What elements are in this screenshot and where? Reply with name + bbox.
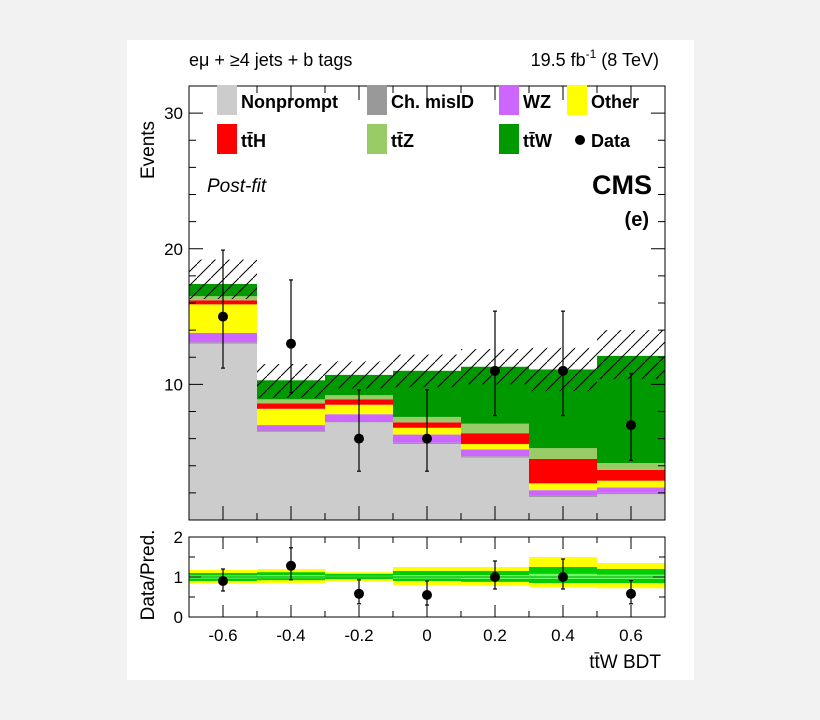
legend-swatch-5 [367,124,387,154]
bar-tth-1 [257,403,325,409]
legend-label-0: Nonprompt [241,92,338,112]
legend-label-7: Data [591,131,631,151]
data-point-6 [626,420,636,431]
legend-label-2: WZ [523,92,551,112]
legend-swatch-2 [499,85,519,115]
ratio-points [218,547,636,606]
legend-label-6: tt̄W [523,131,552,151]
bar-ttz-1 [257,399,325,404]
bar-chmisid-1 [257,430,325,432]
top-axes: 10 20 30 [164,85,666,521]
ratio-point-5 [558,572,568,582]
legend-label-5: tt̄Z [391,131,414,151]
unc-band-2 [325,361,393,389]
legend: Nonprompt Ch. misID WZ Other tt̄H tt̄Z tt̄W Dat… [217,85,639,154]
ratio-point-0 [218,576,228,586]
legend-swatch-1 [367,85,387,115]
bar-chmisid-5 [529,495,597,497]
bar-nonprompt-0 [189,343,257,520]
ratio-axes: 0 1 2 -0.6 -0.4 -0.2 0 0.2 0.4 0.6 [174,528,666,645]
data-point-2 [354,433,364,444]
x-axis-label: tt̄W BDT [589,652,661,673]
ratio-y-tick-label: 0 [174,608,183,627]
ratio-point-1 [286,560,296,571]
x-tick-label: 0.6 [619,626,643,645]
bar-other-5 [529,483,597,491]
legend-swatch-6 [499,124,519,154]
bar-tth-5 [529,458,597,484]
data-point-0 [218,311,228,322]
x-tick-label: 0 [422,626,431,645]
figure: eμ + ≥4 jets + b tags 19.5 fb-1 (8 TeV) … [127,40,694,680]
x-tick-label: 0.4 [551,626,575,645]
data-point-4 [490,365,500,376]
ratio-y-tick-label: 2 [174,528,183,547]
data-points [218,249,636,472]
ratio-point-3 [422,590,432,600]
bar-chmisid-4 [461,456,529,458]
bar-nonprompt-1 [257,431,325,520]
data-point-1 [286,338,296,349]
bar-tth-6 [597,469,665,481]
data-point-5 [558,365,568,376]
uncertainty-band [189,259,665,398]
post-fit-label: Post-fit [207,176,267,197]
x-tick-label: -0.4 [276,626,305,645]
bar-wz-5 [529,490,597,496]
ratio-point-2 [354,588,364,599]
header-lumi: 19.5 fb-1 (8 TeV) [531,47,659,70]
legend-swatch-0 [217,85,237,115]
chart-svg: eμ + ≥4 jets + b tags 19.5 fb-1 (8 TeV) … [138,47,666,673]
stacked-histogram [189,284,665,520]
unc-band-3 [393,354,461,388]
legend-marker-data [575,135,585,145]
bar-wz-1 [257,425,325,431]
bar-chmisid-6 [597,492,665,495]
bar-ttz-6 [597,463,665,470]
bar-other-4 [461,444,529,450]
bar-ttz-5 [529,448,597,459]
legend-swatch-4 [217,124,237,154]
y-axis-label: Events [138,121,159,179]
legend-label-1: Ch. misID [391,92,474,112]
bar-wz-6 [597,487,665,493]
cms-label: CMS [592,170,652,200]
y-tick-label: 30 [164,104,183,123]
ratio-point-6 [626,588,636,599]
bar-tth-4 [461,433,529,445]
unc-band-6 [597,330,665,379]
ratio-y-tick-label: 1 [174,568,183,587]
ratio-point-4 [490,572,500,582]
x-tick-label: -0.6 [208,626,237,645]
y-tick-label: 20 [164,240,183,259]
legend-swatch-3 [567,85,587,115]
data-point-3 [422,433,432,444]
x-tick-label: 0.2 [483,626,507,645]
legend-label-4: tt̄H [241,131,266,151]
bar-other-1 [257,408,325,426]
bar-wz-4 [461,449,529,457]
y-tick-label: 10 [164,375,183,394]
header-selection: eμ + ≥4 jets + b tags [189,50,352,70]
ratio-y-axis-label: Data/Pred. [138,530,159,621]
bar-other-6 [597,480,665,488]
panel-label: (e) [625,209,649,231]
x-tick-label: -0.2 [344,626,373,645]
legend-label-3: Other [591,92,639,112]
bar-ttz-4 [461,423,529,434]
